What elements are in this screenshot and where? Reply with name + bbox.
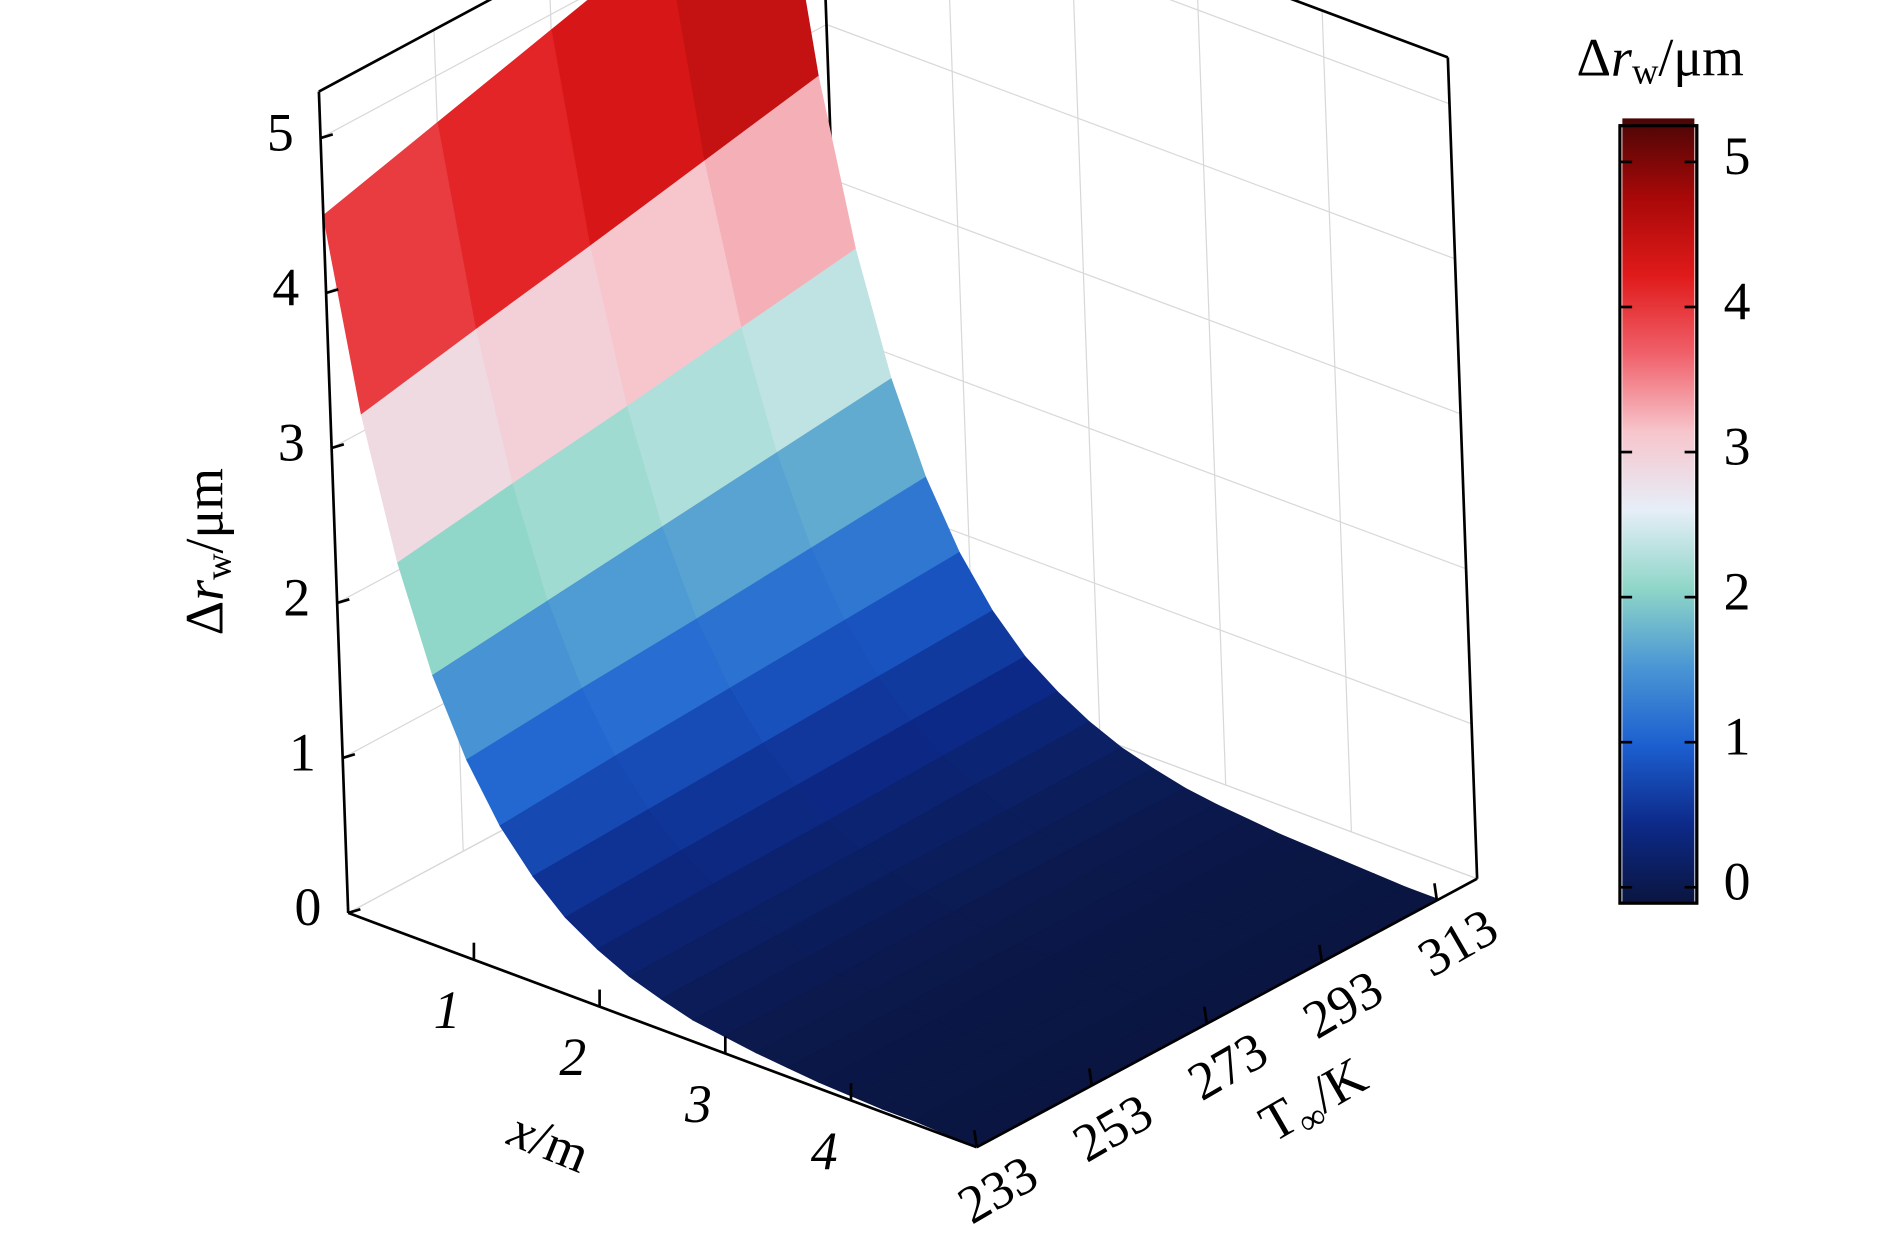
grid-line xyxy=(1321,10,1353,832)
grid-line xyxy=(826,23,1456,260)
colorbar-tick-label: 5 xyxy=(1724,126,1751,186)
colorbar-label-part: Δ xyxy=(1577,28,1612,88)
z-tick xyxy=(331,443,345,450)
z-tick-label: 1 xyxy=(289,722,316,782)
y-tick xyxy=(1087,1068,1094,1086)
grid-line xyxy=(837,333,1467,570)
y-tick-label: 293 xyxy=(1293,958,1393,1050)
colorbar-label-part: /μm xyxy=(1658,28,1743,88)
y-tick xyxy=(972,1129,979,1148)
frame xyxy=(318,0,493,93)
z-tick-label: 0 xyxy=(294,877,321,937)
z-tick-label: 3 xyxy=(278,412,305,472)
z-tick xyxy=(320,133,334,140)
x-tick-label: 3 xyxy=(684,1074,712,1134)
y-tick xyxy=(1203,1006,1209,1024)
grid-line xyxy=(320,0,580,139)
colorbar-fill xyxy=(1622,118,1695,902)
z-tick-label: 5 xyxy=(267,102,294,162)
y-tick-label: 233 xyxy=(948,1143,1048,1235)
z-axis-label-part: /μm xyxy=(175,468,235,553)
grid-line xyxy=(1073,0,1101,739)
z-axis-label-part: Δ xyxy=(175,601,235,636)
colorbar-tick-label: 1 xyxy=(1724,707,1751,767)
colorbar-label: Δrw/μm xyxy=(1577,28,1744,92)
z-axis-label-part: w xyxy=(198,553,239,580)
colorbar-tick-label: 0 xyxy=(1724,852,1751,912)
z-tick xyxy=(342,752,356,760)
z-tick-label: 4 xyxy=(272,257,299,317)
z-axis-label: Δrw/μm xyxy=(175,468,239,635)
colorbar-tick-label: 2 xyxy=(1724,561,1751,621)
y-tick-label: 313 xyxy=(1408,896,1508,988)
colorbar-tick-label: 3 xyxy=(1724,416,1751,476)
y-tick-label: 253 xyxy=(1063,1081,1163,1173)
grid-line xyxy=(1169,0,1450,105)
x-axis xyxy=(347,911,978,1149)
colorbar-label-part: w xyxy=(1632,51,1659,92)
z-axis xyxy=(317,91,350,913)
z-tick xyxy=(347,907,361,915)
colorbar-frame xyxy=(1618,124,1699,905)
frame xyxy=(1446,57,1479,879)
x-tick-label: 2 xyxy=(559,1027,586,1087)
grid-line xyxy=(1197,0,1227,786)
colorbar-label-part: r xyxy=(1611,28,1633,88)
x-tick-label: 4 xyxy=(811,1121,838,1181)
frame xyxy=(1290,0,1449,59)
z-tick xyxy=(325,288,339,295)
z-tick xyxy=(336,598,350,605)
y-tick xyxy=(1433,883,1439,901)
y-tick xyxy=(1318,944,1324,963)
x-axis-label: x/m xyxy=(500,1099,598,1185)
z-axis-label-part: r xyxy=(175,579,235,601)
colorbar-tick-label: 4 xyxy=(1724,271,1751,331)
z-tick-label: 2 xyxy=(283,567,310,627)
grid-line xyxy=(831,178,1461,415)
y-axis xyxy=(976,877,1478,1149)
x-tick-label: 1 xyxy=(434,980,461,1040)
grid-line xyxy=(949,0,975,692)
